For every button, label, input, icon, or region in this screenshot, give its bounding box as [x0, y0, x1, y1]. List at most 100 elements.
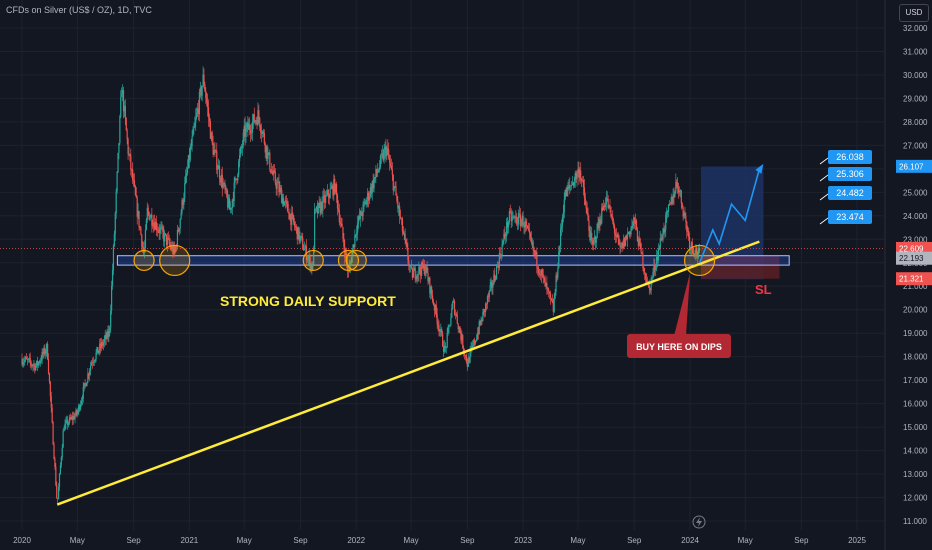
candle-body: [72, 415, 74, 420]
candle-body: [245, 127, 247, 137]
y-tick-label: 20.000: [903, 306, 928, 315]
candle-body: [261, 131, 264, 134]
x-tick-label: Sep: [293, 536, 308, 545]
candle-body: [617, 234, 619, 239]
y-tick-label: 16.000: [903, 400, 928, 409]
candle-body: [271, 171, 274, 175]
candle-body: [330, 188, 332, 189]
candle-body: [271, 171, 273, 173]
candle-body: [132, 180, 135, 182]
candle-body: [106, 331, 108, 339]
candle-body: [263, 132, 265, 144]
candle-body: [674, 192, 676, 198]
candle-body: [592, 241, 594, 245]
candle-body: [321, 201, 323, 211]
candle-body: [250, 132, 253, 134]
candle-body: [193, 127, 195, 129]
target-tag-label: 23.474: [836, 212, 864, 222]
candle-body: [121, 93, 123, 97]
candle-body: [521, 215, 523, 221]
current-price-tag: [896, 241, 932, 255]
candle-body: [469, 350, 471, 363]
candle-body: [678, 191, 681, 193]
candle-body: [303, 249, 305, 251]
candle-body: [235, 178, 237, 180]
candle-body: [102, 342, 104, 346]
candle-body: [681, 203, 683, 208]
x-tick-label: Sep: [627, 536, 642, 545]
candle-body: [227, 196, 229, 208]
candle-body: [320, 201, 322, 213]
candle-body: [309, 255, 311, 269]
candle-body: [138, 210, 140, 227]
candle-body: [293, 222, 296, 227]
candle-body: [530, 237, 532, 243]
candle-body: [259, 117, 261, 128]
candle-body: [542, 274, 544, 277]
candle-body: [487, 296, 489, 298]
candle-body: [403, 233, 405, 235]
candle-body: [428, 277, 430, 282]
candle-body: [194, 122, 196, 128]
candle-body: [28, 357, 30, 359]
candle-body: [627, 233, 629, 235]
candle-body: [350, 262, 352, 264]
candle-body: [462, 335, 464, 348]
candle-body: [456, 314, 458, 324]
candle-body: [637, 241, 639, 247]
candle-body: [182, 200, 184, 206]
candle-body: [621, 242, 623, 247]
candle-body: [417, 274, 419, 275]
candle-body: [523, 225, 525, 228]
x-tick-label: 2020: [13, 536, 31, 545]
candle-body: [558, 251, 560, 268]
candle-body: [65, 421, 67, 424]
x-tick-label: May: [237, 536, 252, 545]
candle-body: [33, 364, 35, 366]
candle-body: [561, 217, 564, 227]
candle-body: [258, 110, 260, 118]
candle-body: [303, 248, 306, 251]
candle-body: [459, 327, 461, 334]
x-tick-label: Sep: [126, 536, 141, 545]
x-tick-label: May: [404, 536, 419, 545]
candle-body: [343, 238, 345, 247]
candle-body: [47, 343, 49, 360]
candle-body: [331, 185, 333, 189]
candle-body: [341, 223, 343, 228]
candle-body: [449, 325, 451, 327]
candle-body: [479, 321, 481, 325]
candle-body: [457, 323, 459, 329]
candle-body: [576, 173, 578, 180]
candle-body: [528, 228, 530, 230]
candle-body: [490, 282, 492, 285]
candle-body: [179, 219, 181, 229]
candle-body: [455, 313, 457, 315]
candle-body: [653, 264, 655, 273]
candle-body: [396, 195, 398, 201]
candle-body: [471, 345, 473, 349]
candle-body: [592, 239, 595, 245]
candle-body: [285, 200, 287, 202]
candle-body: [544, 278, 546, 287]
candle-body: [677, 182, 679, 189]
candle-body: [568, 184, 570, 189]
candle-body: [167, 237, 169, 239]
candle-body: [314, 208, 317, 210]
candle-body: [519, 214, 521, 226]
candle-body: [234, 178, 236, 183]
candle-body: [618, 238, 620, 245]
candle-body: [526, 225, 528, 227]
candle-body: [623, 238, 625, 249]
candle-body: [571, 182, 574, 186]
candle-body: [58, 473, 61, 487]
candle-body: [131, 169, 133, 171]
candle-body: [100, 343, 102, 348]
candle-body: [110, 310, 112, 328]
candle-body: [332, 185, 334, 196]
candle-body: [94, 359, 96, 362]
candle-body: [208, 117, 211, 122]
candle-body: [355, 234, 357, 236]
currency-button[interactable]: USD: [899, 4, 929, 22]
